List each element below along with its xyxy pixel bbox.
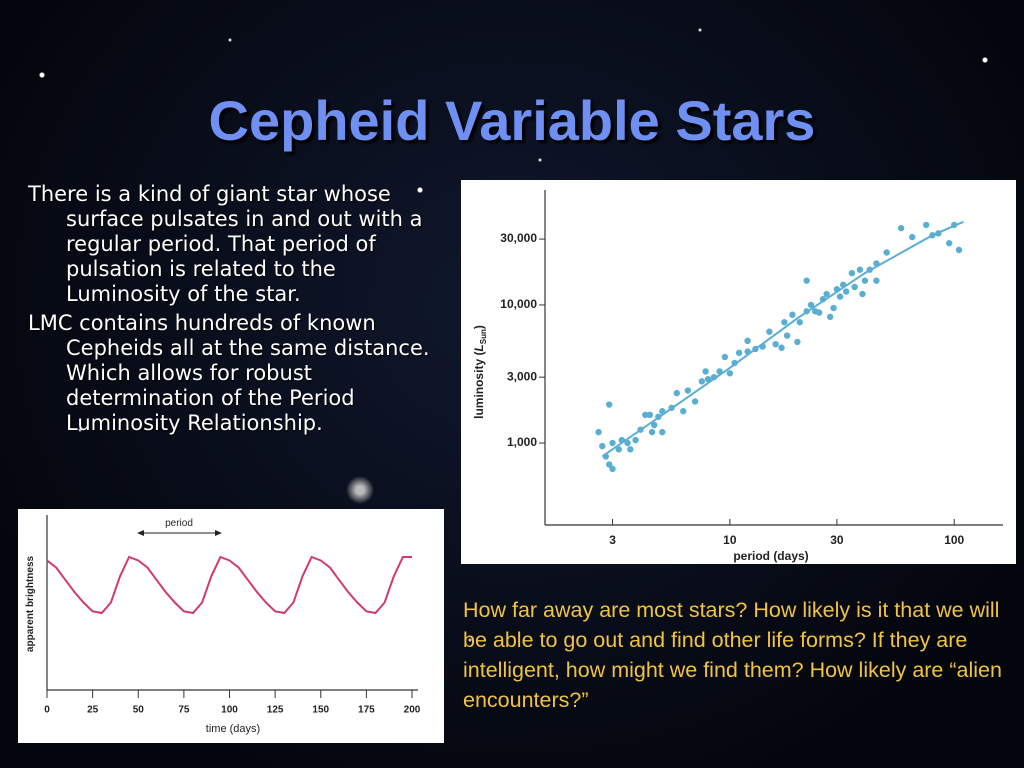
y-tick-label: 1,000 xyxy=(507,435,537,449)
light-curve-chart: period time (days) apparent brightness 0… xyxy=(18,509,444,743)
data-point xyxy=(684,387,692,394)
fit-line xyxy=(601,220,964,458)
data-point xyxy=(721,353,729,361)
data-point xyxy=(794,338,801,346)
data-point xyxy=(726,370,734,377)
bullet: There is a kind of giant star whose surf… xyxy=(28,182,423,306)
bullet-list: There is a kind of giant star whose surf… xyxy=(28,182,440,440)
data-point xyxy=(609,439,616,447)
data-point xyxy=(659,428,666,436)
data-point xyxy=(883,249,890,256)
x-tick-label: 3 xyxy=(609,533,616,547)
data-point xyxy=(873,277,880,284)
data-point xyxy=(830,304,837,312)
x-tick-label: 175 xyxy=(358,705,375,716)
data-point xyxy=(789,311,796,318)
y-axis-label: apparent brightness xyxy=(25,556,36,653)
data-point xyxy=(599,442,606,450)
data-point xyxy=(766,328,773,335)
data-point xyxy=(803,277,810,284)
y-tick-label: 10,000 xyxy=(500,297,537,311)
data-point xyxy=(609,465,616,473)
data-point xyxy=(595,428,602,436)
y-label-part: luminosity ( xyxy=(472,352,486,419)
data-point xyxy=(815,309,823,316)
data-point xyxy=(624,439,631,447)
y-tick-label: 3,000 xyxy=(507,369,537,383)
data-point xyxy=(627,446,634,453)
data-point xyxy=(646,411,654,419)
x-tick-label: 25 xyxy=(87,705,99,716)
x-tick-label: 125 xyxy=(267,705,284,716)
data-point xyxy=(909,233,916,241)
data-point xyxy=(783,332,791,339)
data-point xyxy=(702,368,709,375)
data-point xyxy=(836,293,844,300)
data-point xyxy=(606,401,613,408)
data-point xyxy=(807,301,815,309)
y-label-part: Sun xyxy=(479,329,488,344)
data-point xyxy=(606,461,613,468)
x-tick-label: 50 xyxy=(133,705,145,716)
data-point xyxy=(735,349,743,357)
light-curve xyxy=(46,555,412,615)
y-axis-label: luminosity (LSun) xyxy=(472,325,488,419)
data-point xyxy=(922,221,930,229)
data-point xyxy=(842,288,850,295)
x-tick-label: 100 xyxy=(221,705,238,716)
x-tick-label: 10 xyxy=(723,533,737,547)
period-luminosity-chart: period (days) luminosity (LSun) 3 10 30 100… xyxy=(461,180,1016,564)
data-point xyxy=(673,389,680,397)
data-point xyxy=(955,246,963,254)
y-tick-label: 30,000 xyxy=(500,231,537,245)
data-point xyxy=(632,436,639,444)
x-tick-label: 200 xyxy=(404,705,421,716)
x-tick-label: 75 xyxy=(178,705,190,716)
bullet: LMC contains hundreds of known Cepheids … xyxy=(28,311,430,435)
data-point xyxy=(648,428,656,436)
data-point xyxy=(615,446,623,453)
y-label-part: L xyxy=(472,344,486,351)
x-tick-label: 30 xyxy=(830,533,844,547)
data-point xyxy=(781,319,788,326)
data-point xyxy=(897,224,905,232)
data-point xyxy=(861,277,869,284)
x-tick-label: 0 xyxy=(44,705,50,716)
data-point xyxy=(946,240,953,247)
data-point xyxy=(823,290,830,298)
data-point xyxy=(680,408,687,415)
data-point xyxy=(778,344,785,351)
annotation: period xyxy=(165,518,193,529)
slide-title: Cepheid Variable Stars xyxy=(208,89,816,152)
data-point xyxy=(851,283,858,291)
data-point xyxy=(691,398,699,405)
note: How far away are most stars? How likely … xyxy=(463,598,1002,712)
x-tick-label: 150 xyxy=(312,705,329,716)
data-point xyxy=(698,378,706,385)
data-point xyxy=(650,421,658,429)
data-point xyxy=(856,266,864,273)
x-axis-label: time (days) xyxy=(206,723,260,735)
data-point xyxy=(859,290,866,298)
data-point xyxy=(744,337,751,345)
data-point xyxy=(796,319,803,326)
x-tick-label: 100 xyxy=(944,533,964,547)
y-label-part: ) xyxy=(472,325,486,329)
data-point xyxy=(772,340,779,348)
x-axis-label: period (days) xyxy=(733,549,808,563)
data-point xyxy=(826,313,834,321)
data-point xyxy=(848,269,856,277)
data-point xyxy=(642,411,649,419)
